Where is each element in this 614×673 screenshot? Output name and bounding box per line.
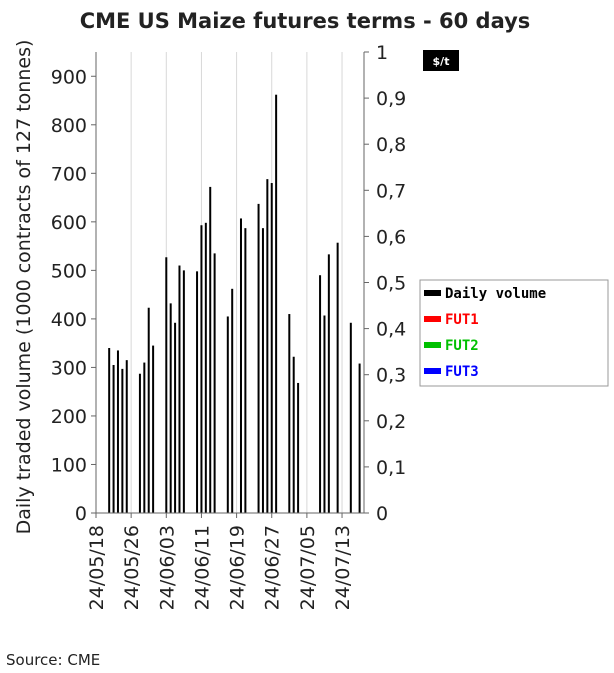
bar (327, 254, 330, 513)
y-tick-label: 0 (75, 503, 87, 525)
unit-label: $/t (433, 55, 450, 68)
bar (292, 356, 295, 513)
bar (209, 186, 212, 514)
y2-ticks: 0 0,1 0,2 0,3 0,4 0,5 0,6 0,7 0,8 0,9 1 (364, 42, 406, 525)
y-ticks: 0 100 200 300 400 500 600 700 800 900 (51, 66, 96, 525)
y2-tick-label: 1 (376, 42, 388, 64)
y2-tick-label: 0,1 (376, 457, 406, 479)
bar (297, 382, 300, 513)
x-tick-label: 24/07/05 (297, 525, 319, 610)
bar (174, 322, 177, 513)
bar (125, 360, 128, 513)
y-tick-label: 300 (51, 357, 87, 379)
x-tick-label: 24/06/19 (227, 525, 249, 610)
unit-badge: $/t (423, 50, 459, 71)
chart-title: CME US Maize futures terms - 60 days (80, 9, 531, 33)
legend-label: FUT3 (445, 364, 479, 380)
x-tick-label: 24/05/26 (121, 525, 143, 610)
bar (244, 228, 247, 514)
y2-tick-label: 0,8 (376, 134, 406, 156)
bar (257, 203, 260, 513)
bar (196, 271, 199, 513)
bar (152, 345, 155, 513)
y-tick-label: 100 (51, 454, 87, 476)
bar (147, 307, 150, 513)
bar (266, 179, 269, 513)
bar (116, 350, 119, 513)
y-tick-label: 600 (51, 212, 87, 234)
y-tick-label: 700 (51, 163, 87, 185)
bar (169, 303, 172, 513)
legend-label: FUT2 (445, 338, 479, 354)
bar (213, 253, 216, 513)
bar (239, 218, 242, 514)
y2-tick-label: 0 (376, 503, 388, 525)
legend-swatch (424, 368, 441, 374)
x-tick-label: 24/05/18 (86, 525, 108, 610)
y-tick-label: 900 (51, 66, 87, 88)
bar (204, 222, 207, 514)
bar (121, 368, 124, 513)
bar (182, 270, 185, 513)
grid (95, 52, 343, 513)
bar (143, 362, 146, 513)
bar (349, 322, 352, 513)
y-tick-label: 200 (51, 406, 87, 428)
bar (226, 316, 229, 513)
bar (138, 373, 141, 513)
bar (200, 225, 203, 513)
bar (358, 363, 361, 513)
legend-label: Daily volume (445, 286, 546, 302)
y-axis-label: Daily traded volume (1000 contracts of 1… (13, 40, 35, 535)
bar (108, 348, 111, 513)
x-tick-label: 24/06/27 (262, 525, 284, 610)
source-note: Source: CME (6, 651, 101, 669)
legend-swatch (424, 290, 441, 296)
y2-tick-label: 0,7 (376, 180, 406, 202)
x-tick-label: 24/06/03 (156, 525, 178, 610)
x-ticks: 24/05/18 24/05/26 24/06/03 24/06/11 24/06/19… (86, 513, 354, 610)
y2-tick-label: 0,2 (376, 411, 406, 433)
bar (275, 94, 278, 513)
y-tick-label: 400 (51, 309, 87, 331)
legend-swatch (424, 342, 441, 348)
bar (288, 314, 291, 513)
bar (270, 183, 273, 513)
bar (165, 257, 168, 513)
bar (336, 242, 339, 513)
bar (112, 364, 115, 513)
x-tick-label: 24/07/13 (332, 525, 354, 610)
y-tick-label: 500 (51, 260, 87, 282)
legend-label: FUT1 (445, 312, 479, 328)
legend: Daily volume FUT1 FUT2 FUT3 (419, 279, 609, 387)
y-tick-label: 800 (51, 115, 87, 137)
y2-tick-label: 0,4 (376, 319, 406, 341)
y2-tick-label: 0,6 (376, 226, 406, 248)
y2-tick-label: 0,3 (376, 365, 406, 387)
x-tick-label: 24/06/11 (191, 525, 213, 610)
bar (323, 315, 326, 513)
bar (319, 275, 322, 513)
legend-swatch (424, 316, 441, 322)
y2-tick-label: 0,9 (376, 88, 406, 110)
y2-tick-label: 0,5 (376, 273, 406, 295)
bar (178, 265, 181, 513)
bar (261, 228, 264, 514)
bar (231, 288, 234, 513)
bars (108, 94, 361, 514)
